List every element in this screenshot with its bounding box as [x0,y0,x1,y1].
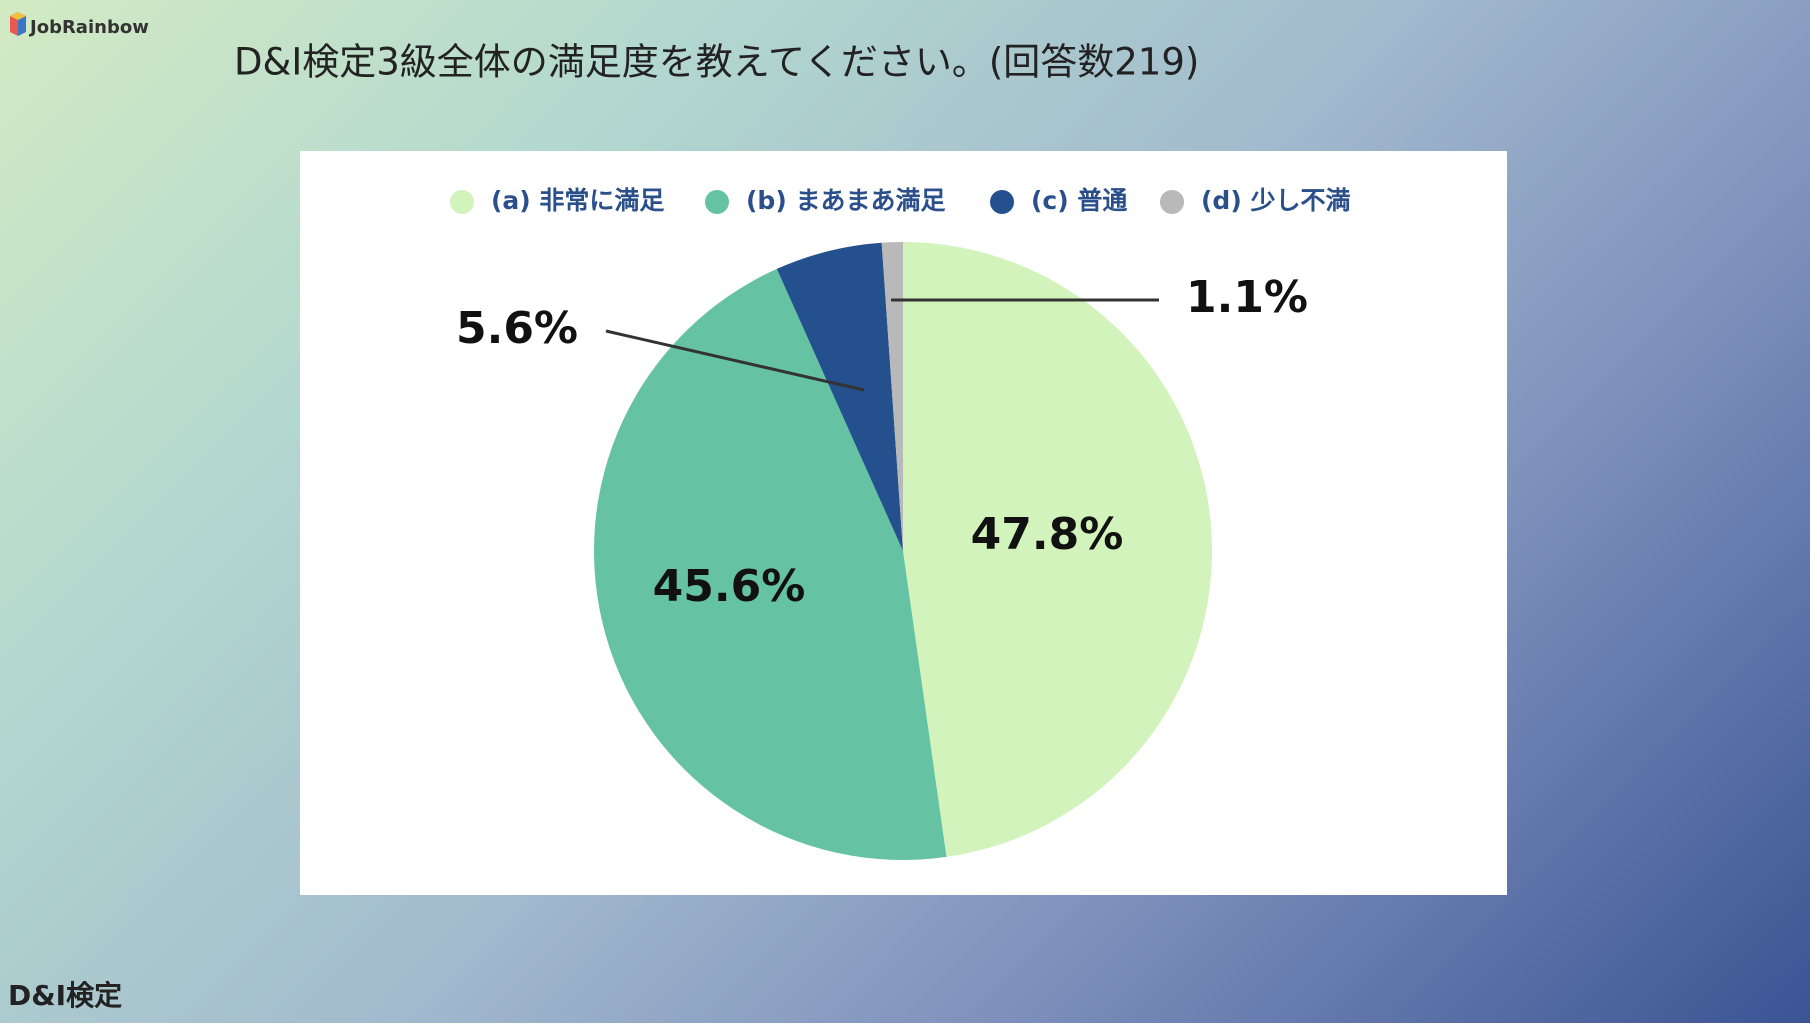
legend-label: (b) まあまあ満足 [746,186,945,215]
data-label: 47.8% [971,509,1124,560]
leader-line [605,329,865,392]
brand-logo: JobRainbow [10,12,149,38]
pie-slice [903,241,1213,857]
data-label: 45.6% [653,561,806,612]
legend-swatch [705,190,729,214]
data-label: 5.6% [456,303,578,354]
legend-label: (c) 普通 [1031,186,1127,215]
chart-title: D&I検定3級全体の満足度を教えてください。(回答数219) [234,41,1199,84]
data-label: 1.1% [1186,272,1308,323]
pie-slice [593,268,947,861]
legend-swatch [1160,190,1184,214]
pie-slice [881,242,903,551]
pie-slice [776,242,903,551]
legend-label: (d) 少し不満 [1201,186,1350,215]
legend-label: (a) 非常に満足 [491,186,664,215]
brand-name: JobRainbow [28,17,149,38]
legend-swatch [450,190,474,214]
footer-logo: D&I検定 [8,979,122,1012]
legend-swatch [990,190,1014,214]
